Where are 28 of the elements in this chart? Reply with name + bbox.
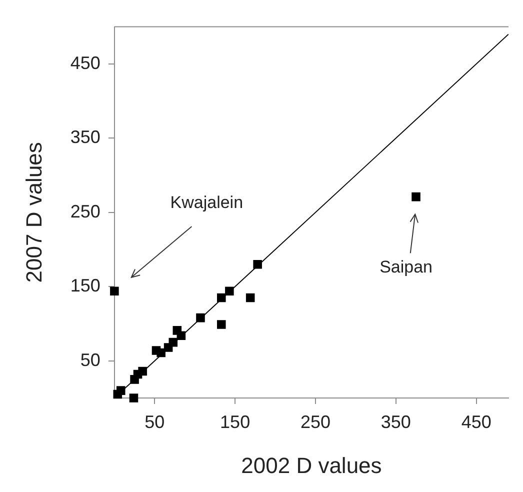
x-tick-label: 50 [144, 412, 165, 432]
x-tick-label: 450 [461, 412, 492, 432]
point [152, 346, 161, 355]
point [412, 192, 420, 202]
annotation: Kwajalein [170, 192, 244, 212]
y-tick-label: 350 [70, 127, 100, 148]
y-axis-title: 2007 D values [21, 142, 46, 283]
x-tick-label: 250 [300, 412, 331, 432]
point [217, 293, 226, 302]
point [246, 293, 255, 302]
point [113, 390, 122, 399]
point [129, 394, 138, 402]
y-tick-label: 50 [80, 350, 100, 370]
x-tick-label: 150 [220, 412, 250, 432]
x-axis-title: 2002 D values [241, 452, 382, 478]
point [164, 343, 173, 352]
point [225, 286, 234, 296]
y-tick-label: 150 [70, 276, 100, 296]
y-tick-label: 250 [70, 201, 100, 222]
point [176, 331, 186, 340]
point [196, 313, 205, 322]
point [253, 260, 262, 269]
point [217, 320, 226, 329]
point [110, 286, 119, 296]
x-tick-label: 350 [380, 412, 411, 432]
point [130, 375, 139, 384]
y-tick-label: 450 [70, 52, 100, 73]
annotation: Saipan [380, 257, 433, 276]
